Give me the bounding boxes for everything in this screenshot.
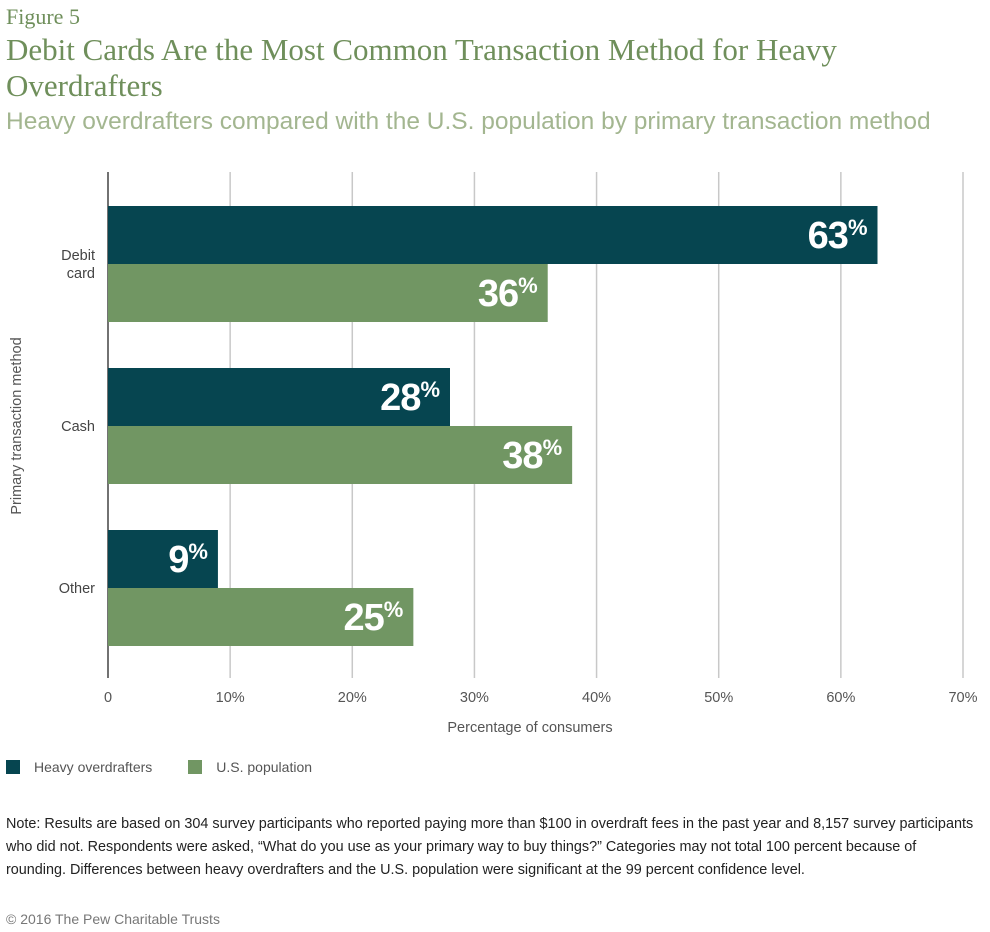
bar xyxy=(108,206,878,264)
legend: Heavy overdrafters U.S. population xyxy=(6,759,348,775)
bar xyxy=(108,530,218,588)
x-tick-label: 10% xyxy=(216,690,245,706)
bar xyxy=(108,368,450,426)
x-tick-label: 0 xyxy=(104,690,112,706)
figure-label: Figure 5 xyxy=(6,4,80,29)
chart-title: Debit Cards Are the Most Common Transact… xyxy=(6,32,837,103)
x-tick-label: 20% xyxy=(338,690,367,706)
data-label: 36% xyxy=(478,273,538,315)
data-label: 38% xyxy=(502,435,562,477)
x-tick-label: 30% xyxy=(460,690,489,706)
data-label: 63% xyxy=(808,215,868,257)
legend-swatch-heavy-overdrafters xyxy=(6,760,20,774)
bar xyxy=(108,588,414,646)
x-axis-title: Percentage of consumers xyxy=(447,720,612,736)
legend-item-heavy-overdrafters: Heavy overdrafters xyxy=(6,759,152,775)
bar xyxy=(108,264,548,322)
data-label: 9% xyxy=(168,539,208,581)
copyright: © 2016 The Pew Charitable Trusts xyxy=(6,911,220,927)
data-label: 25% xyxy=(344,597,404,639)
x-tick-label: 50% xyxy=(704,690,733,706)
legend-label-heavy-overdrafters: Heavy overdrafters xyxy=(34,759,153,775)
category-label: Debit card xyxy=(61,248,95,282)
data-label: 28% xyxy=(380,377,440,419)
category-label: Other xyxy=(59,581,95,597)
chart-subtitle: Heavy overdrafters compared with the U.S… xyxy=(6,108,931,135)
bar xyxy=(108,426,573,484)
y-axis-title: Primary transaction method xyxy=(9,337,25,514)
chart-note: Note: Results are based on 304 survey pa… xyxy=(6,816,974,878)
legend-label-us-population: U.S. population xyxy=(216,759,313,775)
legend-item-us-population: U.S. population xyxy=(188,759,312,775)
legend-swatch-us-population xyxy=(188,760,203,774)
x-tick-label: 60% xyxy=(826,690,855,706)
x-tick-label: 40% xyxy=(582,690,611,706)
category-label: Cash xyxy=(61,419,95,435)
x-tick-label: 70% xyxy=(948,690,977,706)
bar-chart: 0 10% 20% 30% 40% 50% 60% 70% Percentage of cons… xyxy=(9,172,978,736)
